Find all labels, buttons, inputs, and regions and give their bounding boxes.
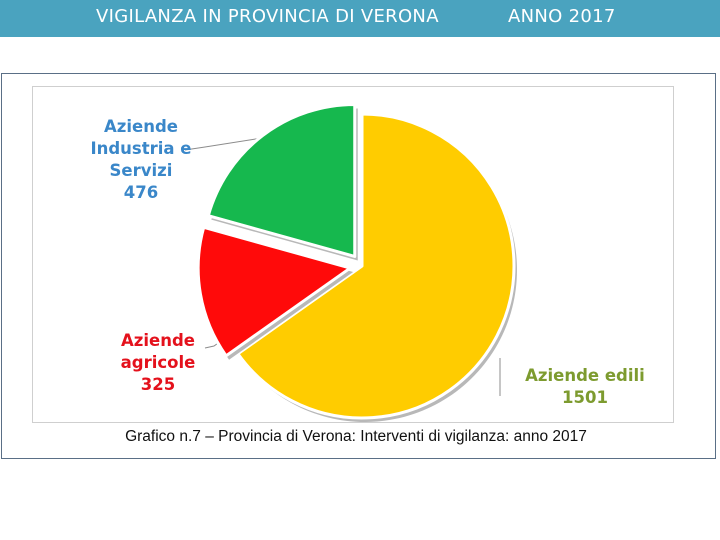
slice-value: 325 <box>140 375 176 394</box>
slice-label-line: Aziende edili <box>525 366 645 385</box>
slice-value: 1501 <box>562 388 608 407</box>
slice-value: 476 <box>123 183 159 202</box>
slice-label-industria: Aziende Industria e Servizi 476 <box>82 116 200 204</box>
chart-caption: Grafico n.7 – Provincia di Verona: Inter… <box>125 428 587 445</box>
slice-label-line: Servizi <box>109 161 173 180</box>
slice-agricole <box>196 225 352 358</box>
slice-label-line: Industria e <box>90 139 192 158</box>
pie-slices <box>196 102 518 422</box>
slice-label-line: Aziende <box>104 117 178 136</box>
slice-label-line: agricole <box>120 353 196 372</box>
slice-label-line: Aziende <box>121 331 195 350</box>
page-year: ANNO 2017 <box>508 6 616 27</box>
header-bar: VIGILANZA IN PROVINCIA DI VERONA ANNO 20… <box>0 0 720 37</box>
slice-industria <box>206 102 357 258</box>
slice-label-agricole: Aziende agricole 325 <box>112 330 204 396</box>
slice-label-edili: Aziende edili 1501 <box>518 365 652 409</box>
slice-edili <box>236 112 516 420</box>
leader-line-industria <box>184 137 263 151</box>
page-title: VIGILANZA IN PROVINCIA DI VERONA <box>96 6 439 27</box>
